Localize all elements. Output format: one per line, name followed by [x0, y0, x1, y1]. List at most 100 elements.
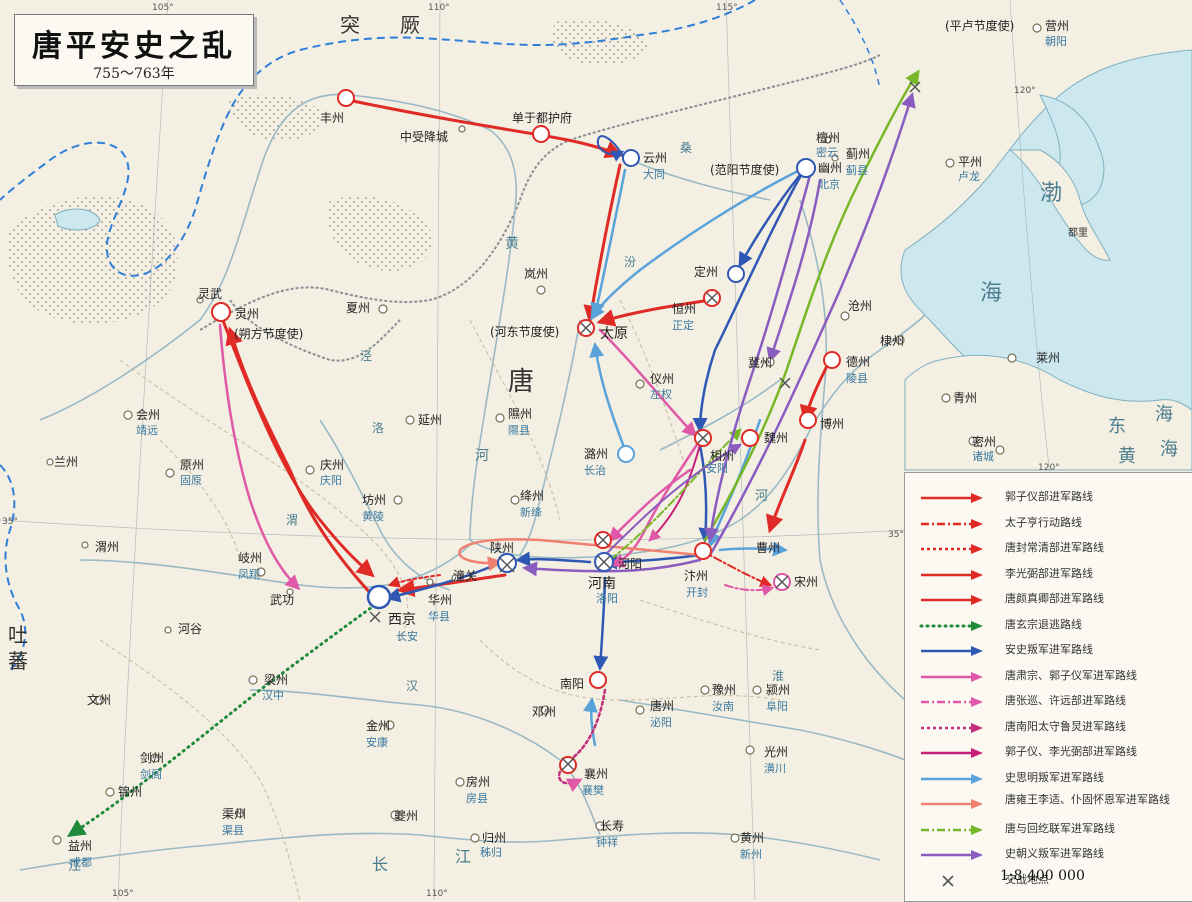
city-label-songzhou: 宋州: [794, 574, 818, 589]
legend-symbol-arrow-icon: [921, 671, 983, 682]
legend-item: 唐封常清部进军路线: [905, 538, 1192, 561]
city-label-xiangzhou: 相州: [710, 449, 734, 463]
region-tubo-1: 吐: [8, 623, 28, 647]
city-modern-name-pingzhou: 卢龙: [958, 170, 980, 183]
river-label: 汾: [624, 255, 636, 269]
city-modern-name-huizhou: 靖远: [136, 424, 158, 437]
legend-symbol-arrow-icon: [921, 595, 983, 605]
coast-border: [839, 0, 881, 91]
city-label-mizhou: 密州: [972, 434, 996, 449]
city-label-guangzhou: 光州: [764, 745, 788, 759]
legend-item: 史朝义叛军进军路线: [905, 844, 1192, 867]
legend-label: 交战地点: [1005, 872, 1049, 886]
city-label-xizhou: 隰州: [508, 407, 532, 421]
city-label-caozhou: 曹州: [756, 541, 780, 555]
route-shichaoyi: [708, 92, 916, 557]
city-label-guizhou: 归州: [482, 831, 506, 845]
sea-donghai-2: 海: [1155, 404, 1173, 425]
city-label-yizhou: 仪州: [650, 372, 674, 386]
city-label-kuizhou: 夔州: [394, 808, 418, 823]
river-label: 淮: [772, 669, 784, 683]
city-label-hegu: 河谷: [178, 622, 202, 636]
legend-label: 唐南阳太守鲁炅进军路线: [1005, 719, 1126, 733]
legend-item: 太子亨行动路线: [905, 513, 1192, 536]
city-modern-name-guizhou: 秭归: [480, 845, 502, 859]
legend-label: 郭子仪、李光弼部进军路线: [1005, 745, 1137, 758]
city-label-lanzhou: 岚州: [524, 267, 548, 281]
legend-symbol-cross-icon: [942, 874, 954, 887]
legend-label: 唐封常清部进军路线: [1005, 541, 1104, 554]
river-label: 江: [455, 847, 471, 866]
route-suzong: [598, 328, 698, 438]
city-label-hengzhou: 恒州: [672, 302, 696, 316]
city-label-yunzhou: 云州: [643, 151, 667, 165]
city-marker-yunzhou: [622, 149, 640, 167]
legend-item: 唐张巡、许远部进军路线: [905, 691, 1192, 714]
route-huihe: [703, 69, 920, 542]
city-modern-name-jizhou: 蓟县: [846, 164, 868, 177]
city-marker-bianzhou: [694, 542, 712, 560]
city-label-fangzhou2: 房州: [466, 774, 490, 789]
desert-area: [328, 196, 432, 271]
region-tang: 唐: [508, 367, 534, 397]
city-modern-name-bianzhou: 开封: [686, 585, 708, 599]
city-label-yuanzhou: 原州: [180, 458, 204, 472]
legend-item: 唐雍王李适、仆固怀恩军进军路线: [905, 793, 1192, 816]
city-label-qingzhou: 青州: [953, 391, 977, 405]
river-label: 渭: [286, 513, 298, 527]
rivers: [19, 93, 926, 871]
route-anshi: [692, 166, 807, 433]
city-label-qunzhou: 渠州: [222, 807, 246, 821]
city-label-shanzhou: 陕州: [490, 540, 514, 555]
city-label-nanyang: 南阳: [560, 676, 584, 691]
lon-110-bottom: 110°: [426, 889, 448, 899]
legend-symbol-arrow-icon: [921, 569, 983, 580]
city-marker-youzhou: [796, 158, 816, 178]
minor-city-dots: [46, 23, 1042, 845]
city-label-luzhou: 潞州: [584, 446, 608, 461]
route-guoziyi: [387, 574, 441, 588]
region-tujue: 突 厥: [340, 13, 420, 37]
city-label-heyang: 河阳: [618, 557, 642, 571]
city-label-qizhou: 岐州: [238, 551, 262, 565]
place-duli: 都里: [1068, 227, 1088, 239]
legend-label: 太子亨行动路线: [1005, 515, 1082, 529]
city-modern-name-qunzhou: 渠县: [222, 824, 244, 837]
city-label-dengzhou: 邓州: [532, 705, 556, 719]
city-marker-danyu: [532, 125, 550, 143]
route-shisiming: [589, 342, 627, 452]
lat-35-left: 35°: [2, 517, 18, 527]
city-modern-name-luzhou: 长治: [584, 463, 606, 477]
river-label: 桑: [680, 141, 692, 155]
sea-bohai-2: 海: [980, 281, 1002, 306]
labels: 突 厥 唐 吐 蕃 渤 海 东 海 黄 海 都里 黄 河 河 长 江 江 汉 渭…: [2, 3, 1178, 899]
route-shichaoyi: [766, 178, 822, 363]
legend-symbol-arrow-icon: [921, 722, 983, 733]
route-guoziyi: [225, 326, 374, 597]
route-suzong: [218, 323, 301, 591]
city-label-yingzhou: 营州: [1045, 19, 1069, 33]
city-modern-name-yizhou: 左权: [650, 388, 672, 401]
legend-item: 交战地点: [905, 870, 1192, 893]
city-marker-luzhou: [617, 445, 635, 463]
city-modern-name-tanzhou: 密云: [816, 145, 838, 159]
route-anshi: [593, 576, 609, 671]
city-marker-shanzhou: [497, 553, 517, 573]
legend-item: 郭子仪、李光弼部进军路线: [905, 742, 1192, 765]
city-modern-name-youzhou: 北京: [818, 177, 840, 191]
route-huihe: [609, 428, 742, 561]
legend-label: 安史叛军进军路线: [1005, 643, 1093, 656]
city-marker-fengzhou: [337, 89, 355, 107]
province-boundaries: [99, 299, 821, 900]
city-label-youzhou: 幽州: [818, 161, 842, 175]
legend-item: 唐南阳太守鲁炅进军路线: [905, 717, 1192, 740]
city-label-wugong: 武功: [270, 593, 294, 607]
route-anshi: [738, 173, 802, 268]
lon-120-top: 120°: [1014, 86, 1036, 96]
city-modern-name-henan: 洛阳: [596, 591, 618, 605]
city-label-yuzhou: 豫州: [712, 683, 736, 697]
city-modern-name-qingzhou2: 庆阳: [320, 473, 342, 487]
legend-label: 郭子仪部进军路线: [1005, 490, 1093, 503]
scale-label: 1:8 400 000: [1000, 868, 1085, 884]
